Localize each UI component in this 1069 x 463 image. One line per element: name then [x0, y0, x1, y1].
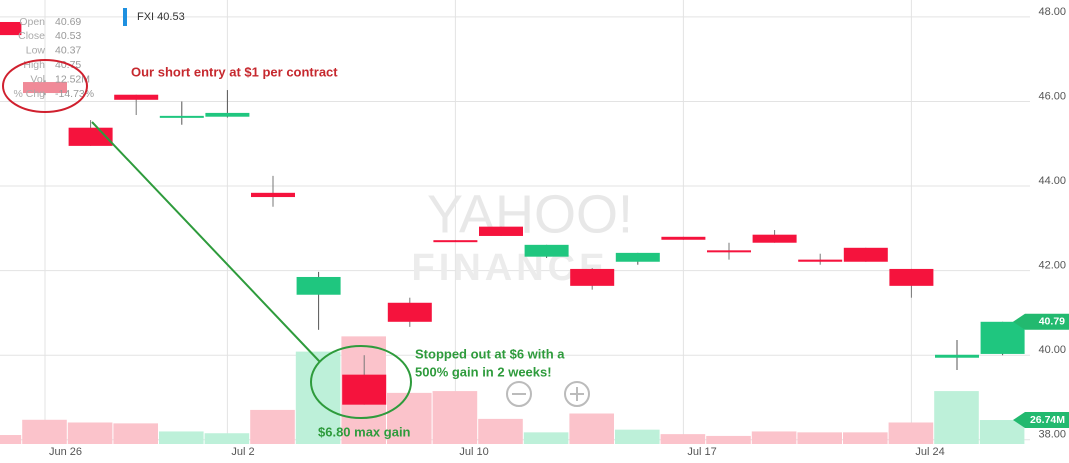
annotation-text: $6.80 max gain: [318, 424, 411, 439]
x-tick-label: Jun 26: [49, 446, 82, 458]
y-tick-label: 46.00: [1038, 90, 1066, 102]
volume-bar: [159, 431, 204, 444]
legend-label: FXI 40.53: [137, 11, 185, 23]
info-value: -14.73%: [55, 88, 94, 100]
candle-body: [570, 268, 615, 286]
candle-body: [980, 321, 1025, 354]
candle-body: [159, 115, 204, 118]
candle-body: [707, 250, 751, 253]
volume-bar: [22, 419, 67, 444]
volume-bar: [569, 413, 614, 444]
info-label: Open: [19, 16, 45, 28]
x-tick-label: Jul 24: [915, 446, 944, 458]
watermark: YAHOO!: [427, 184, 633, 244]
y-tick-label: 38.00: [1038, 429, 1066, 441]
volume-bar: [478, 418, 523, 444]
info-value: 40.53: [55, 30, 81, 42]
legend-marker: [123, 8, 127, 26]
info-value: 40.69: [55, 16, 81, 28]
volume-bar: [843, 432, 888, 444]
x-tick-label: Jul 2: [231, 446, 254, 458]
candle-body: [615, 252, 660, 262]
candle-body: [251, 192, 295, 198]
y-tick-label: 48.00: [1038, 6, 1066, 18]
candle-body: [524, 244, 569, 257]
volume-bar: [250, 409, 295, 444]
volume-tag: 26.74M: [1030, 414, 1065, 426]
candle-body: [387, 302, 432, 322]
y-tick-label: 40.00: [1038, 344, 1066, 356]
info-label: Close: [18, 30, 45, 42]
annotation-ellipse: [310, 345, 412, 419]
candle-body: [342, 374, 387, 405]
volume-bar: [523, 432, 569, 444]
volume-tag-bg: [1013, 412, 1069, 429]
candle-body: [752, 234, 797, 243]
info-label: Vol: [30, 73, 45, 85]
volume-bar: [660, 434, 706, 444]
candle-body: [798, 259, 843, 262]
volume-bar: [0, 435, 22, 444]
info-value: 40.37: [55, 45, 81, 57]
candle-body: [433, 240, 478, 243]
annotation-ellipse: [2, 59, 88, 113]
annotation-arrow: [91, 121, 321, 363]
volume-bar: [387, 392, 432, 444]
info-value: 12.52M: [55, 73, 90, 85]
y-tick-label: 42.00: [1038, 260, 1066, 272]
info-label: Low: [26, 45, 46, 57]
x-tick-label: Jul 10: [459, 446, 488, 458]
candle-body: [296, 276, 341, 295]
volume-bar: [706, 435, 751, 444]
zoom-out[interactable]: [506, 381, 532, 407]
volume-bar: [204, 433, 250, 444]
y-tick-label: 44.00: [1038, 175, 1066, 187]
volume-bar: [295, 351, 341, 444]
x-tick-label: Jul 17: [687, 446, 716, 458]
zoom-in[interactable]: [564, 381, 590, 407]
candle-body: [661, 236, 706, 240]
volume-bar: [888, 422, 934, 444]
volume-bar: [751, 431, 797, 444]
candle-body: [205, 112, 250, 117]
volume-bar: [934, 391, 979, 444]
candle-body: [889, 268, 934, 286]
volume-bar: [979, 420, 1025, 444]
price-tag-bg: [1013, 313, 1069, 330]
annotation-text: Our short entry at $1 per contract: [131, 64, 338, 79]
annotation-text: 500% gain in 2 weeks!: [415, 364, 552, 379]
candle-body: [843, 247, 888, 262]
price-tag: 40.79: [1039, 316, 1065, 328]
candle-body: [23, 82, 67, 94]
info-label: % Chg: [13, 88, 45, 100]
candle-body: [935, 354, 979, 358]
volume-bar: [67, 422, 113, 444]
candle-body: [114, 94, 159, 100]
annotation-text: Stopped out at $6 with a: [415, 346, 565, 361]
candle-body: [479, 226, 523, 236]
volume-bar: [797, 432, 842, 444]
volume-bar: [113, 423, 158, 444]
volume-bar: [432, 391, 478, 444]
candle-body: [0, 21, 22, 36]
volume-bar: [615, 429, 660, 444]
